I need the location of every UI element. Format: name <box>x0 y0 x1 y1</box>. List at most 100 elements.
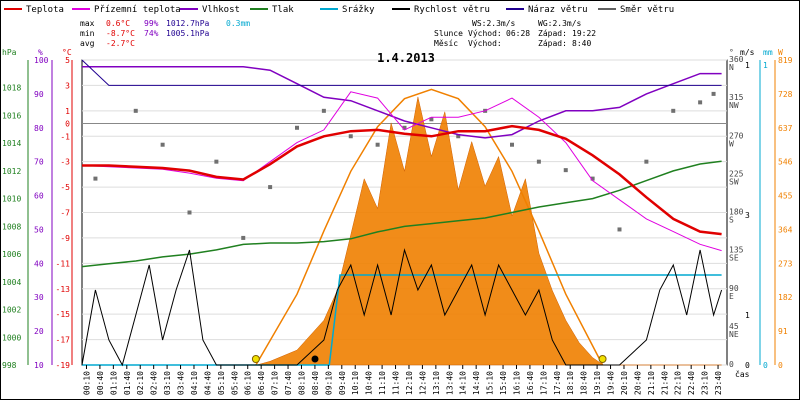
stats-row-label: avg <box>80 39 95 48</box>
x-tick-label: 13:10 <box>432 371 441 395</box>
x-tick-label: 06:40 <box>257 371 266 395</box>
dir-tick-label: 225 <box>729 169 744 178</box>
x-tick-label: 04:10 <box>190 371 199 395</box>
temp-tick-label: -7 <box>60 209 70 218</box>
wind-direction-point <box>429 117 434 122</box>
dir-tick-label: 135 <box>729 246 744 255</box>
legend-label: Rychlost větru <box>414 5 490 15</box>
hpa-tick-label: 1004 <box>2 278 21 287</box>
wind-direction-point <box>644 159 649 164</box>
ms-axis-title: m/s <box>740 48 755 57</box>
stats-humidity: 74% <box>144 29 159 38</box>
temp-tick-label: -17 <box>56 336 71 345</box>
x-tick-label: 12:40 <box>418 371 427 395</box>
stats-moonrise-label: Východ: <box>468 39 502 48</box>
chart-stats: max 0.6°C 99% 1012.7hPa 0.3mm min -8.7°C 74% 100… <box>80 19 596 48</box>
dir-tick-label: 180 <box>729 208 744 217</box>
temp-tick-label: 5 <box>65 56 70 65</box>
wind-direction-point <box>133 108 138 113</box>
chart-axes: -19-17-15-13-11-9-7-5-3-10135°C998100010… <box>2 48 793 395</box>
series-ground-temperature <box>81 91 722 252</box>
ms-tick-label: 1 <box>745 61 750 70</box>
wind-direction-point <box>160 142 165 147</box>
mm-tick-label: 0 <box>763 361 768 370</box>
hpa-tick-label: 1010 <box>2 195 21 204</box>
stats-moonset: 8:40 <box>572 39 591 48</box>
series-wind-gust <box>81 59 722 86</box>
x-tick-label: 22:40 <box>687 371 696 395</box>
temp-tick-label: 1 <box>65 107 70 116</box>
legend-label: Směr větru <box>620 5 674 15</box>
wind-direction-point <box>617 227 622 232</box>
dir-tick-label: 90 <box>729 284 739 293</box>
dir-tick-label: 270 <box>729 131 744 140</box>
hpa-tick-label: 1006 <box>2 250 21 259</box>
temp-tick-label: -15 <box>56 310 71 319</box>
temp-tick-label: -5 <box>60 183 70 192</box>
wind-direction-point <box>93 176 98 181</box>
series-solar-radiation <box>82 96 722 366</box>
chart-title: 1.4.2013 <box>377 51 435 65</box>
moonset-marker <box>311 355 319 363</box>
pct-tick-label: 70 <box>34 158 44 167</box>
x-tick-label: 11:40 <box>392 371 401 395</box>
x-tick-label: 12:10 <box>405 371 414 395</box>
x-tick-label: 17:40 <box>553 371 562 395</box>
x-tick-label: 20:40 <box>633 371 642 395</box>
dir-compass-label: NW <box>729 101 739 110</box>
legend-label: Přízemní teplota <box>94 5 181 15</box>
mm-tick-label: 1 <box>763 61 768 70</box>
temp-tick-label: -13 <box>56 285 71 294</box>
x-tick-label: 09:10 <box>324 371 333 395</box>
x-tick-label: 03:40 <box>177 371 186 395</box>
pct-tick-label: 10 <box>34 361 44 370</box>
wind-direction-point <box>510 142 514 147</box>
ms-tick-label: 3 <box>745 211 750 220</box>
legend-label: Vlhkost <box>202 5 240 15</box>
pct-tick-label: 40 <box>34 259 44 268</box>
stats-rain: 0.3mm <box>226 19 250 28</box>
w-tick-label: 455 <box>778 192 793 201</box>
pct-tick-label: 60 <box>34 192 44 201</box>
x-tick-label: 04:40 <box>203 371 212 395</box>
hpa-tick-label: 1000 <box>2 333 21 342</box>
hpa-tick-label: 1018 <box>2 84 21 93</box>
x-tick-label: 05:40 <box>230 371 239 395</box>
dir-tick-label: 45 <box>729 322 739 331</box>
x-tick-label: 05:10 <box>217 371 226 395</box>
x-tick-label: 23:40 <box>714 371 723 395</box>
stats-temperature: -2.7°C <box>106 39 135 48</box>
temp-tick-label: 3 <box>65 81 70 90</box>
w-tick-label: 637 <box>778 124 793 133</box>
ms-tick-label: 0 <box>745 361 750 370</box>
wind-direction-point <box>402 125 407 130</box>
stats-sunset: 19:22 <box>572 29 596 38</box>
wind-direction-point <box>563 168 568 173</box>
sunset-marker <box>598 355 607 363</box>
stats-sunrise-label: Východ: <box>468 29 502 38</box>
series-pressure <box>81 160 722 268</box>
x-tick-label: 07:10 <box>271 371 280 395</box>
chart-series <box>81 59 723 367</box>
x-tick-label: 00:10 <box>82 371 91 395</box>
stats-ws: WS:2.3m/s <box>472 19 516 28</box>
series-rain <box>82 274 722 366</box>
w-tick-label: 364 <box>778 225 793 234</box>
wind-direction-point <box>187 210 192 215</box>
x-tick-label: 08:40 <box>311 371 320 395</box>
pct-tick-label: 30 <box>34 293 44 302</box>
stats-pressure: 1005.1hPa <box>166 29 210 38</box>
series-wind-speed <box>81 248 723 367</box>
legend-label: Teplota <box>26 5 64 15</box>
x-tick-label: 13:40 <box>445 371 454 395</box>
stats-temperature: 0.6°C <box>106 19 130 28</box>
series-humidity <box>82 66 722 139</box>
x-tick-label: 02:10 <box>136 371 145 395</box>
stats-sunset-label: Západ: <box>538 29 567 38</box>
temp-tick-label: -19 <box>56 361 71 370</box>
wind-direction-point <box>711 91 716 96</box>
pct-axis-title: % <box>38 48 43 57</box>
x-tick-label: 16:40 <box>526 371 535 395</box>
x-tick-label: 19:10 <box>593 371 602 395</box>
